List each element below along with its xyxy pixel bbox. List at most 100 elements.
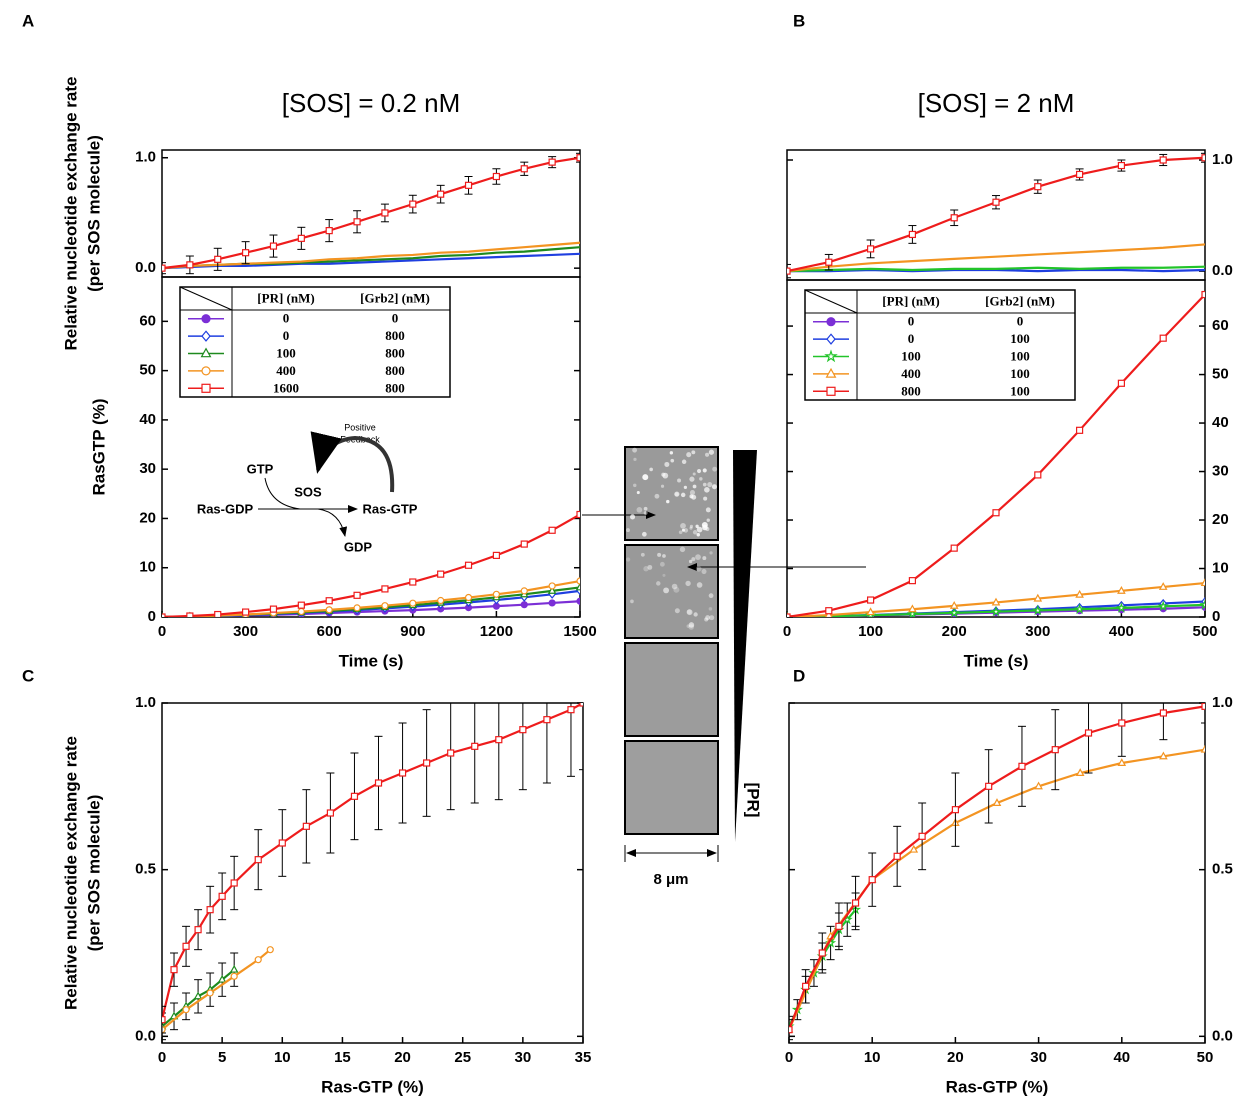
speckle bbox=[664, 461, 670, 467]
speckle bbox=[643, 566, 649, 572]
marker bbox=[1018, 762, 1026, 770]
marker bbox=[162, 264, 166, 272]
marker bbox=[353, 604, 361, 612]
speckle bbox=[626, 528, 630, 533]
table-cell: 100 bbox=[1010, 331, 1030, 346]
y-tick-label: 20 bbox=[139, 509, 156, 526]
speckle bbox=[657, 552, 662, 557]
speckle bbox=[704, 487, 710, 493]
series-line bbox=[162, 703, 583, 1020]
series-line bbox=[787, 268, 1205, 273]
marker bbox=[409, 200, 417, 208]
speckle bbox=[656, 581, 661, 586]
marker bbox=[1159, 334, 1167, 342]
speckle bbox=[633, 483, 637, 488]
speckle bbox=[630, 599, 634, 604]
diagram-label: Positive bbox=[344, 422, 376, 432]
microscopy: [PR] 8 μm bbox=[582, 446, 866, 888]
x-tick-label: 1200 bbox=[480, 623, 513, 640]
marker bbox=[230, 879, 238, 887]
arrow bbox=[264, 477, 301, 510]
y-tick-label: 10 bbox=[1212, 559, 1229, 576]
x-axis-label: Ras-GTP (%) bbox=[321, 1077, 424, 1096]
marker bbox=[992, 509, 1000, 517]
y-tick-label: 60 bbox=[139, 312, 156, 329]
speckle bbox=[689, 476, 695, 482]
y-tick-label: 0.0 bbox=[1212, 262, 1233, 279]
marker bbox=[948, 607, 960, 617]
marker bbox=[576, 154, 580, 162]
marker bbox=[423, 759, 431, 767]
marker bbox=[1159, 751, 1168, 760]
marker bbox=[1084, 729, 1093, 737]
marker bbox=[866, 245, 875, 253]
speckle bbox=[691, 494, 697, 500]
data-area bbox=[162, 703, 583, 1041]
marker bbox=[992, 198, 1000, 206]
speckle bbox=[703, 496, 708, 501]
marker bbox=[1201, 703, 1205, 710]
speckle bbox=[678, 530, 683, 535]
speckle bbox=[711, 484, 717, 490]
marker bbox=[325, 597, 333, 605]
table-cell: 0 bbox=[392, 311, 399, 326]
legend-marker bbox=[824, 349, 838, 363]
marker bbox=[214, 610, 222, 617]
marker bbox=[1074, 603, 1086, 614]
x-tick-label: 0 bbox=[785, 1049, 793, 1066]
speckle bbox=[705, 452, 710, 457]
marker bbox=[437, 596, 445, 605]
marker bbox=[206, 989, 214, 997]
table-cell: 100 bbox=[1010, 383, 1030, 398]
table-cell: 0 bbox=[1017, 314, 1024, 329]
legend-frame bbox=[179, 286, 451, 398]
plot-frame bbox=[161, 276, 581, 618]
x-tick-label: 30 bbox=[515, 1049, 532, 1066]
speckle bbox=[701, 521, 708, 528]
speckle bbox=[680, 523, 686, 529]
marker bbox=[802, 982, 810, 990]
panel-label: B bbox=[793, 11, 805, 30]
y-tick-label: 0.5 bbox=[135, 861, 156, 878]
marker bbox=[186, 261, 194, 269]
x-tick-label: 0 bbox=[158, 1049, 166, 1066]
marker bbox=[1118, 719, 1126, 727]
marker bbox=[381, 585, 389, 593]
speckle bbox=[695, 554, 701, 560]
legend-table: [PR] (nM) [Grb2] (nM) 0 0 0 800 100 800 400 800 16… bbox=[179, 286, 451, 398]
speckle bbox=[691, 557, 696, 562]
x-tick-label: 10 bbox=[274, 1049, 291, 1066]
speckle bbox=[647, 564, 653, 570]
speckle bbox=[696, 582, 703, 588]
y-tick-label: 0 bbox=[1212, 608, 1220, 625]
y-tick-label: 0.5 bbox=[1212, 861, 1233, 878]
speckle bbox=[673, 586, 680, 593]
data-area bbox=[789, 703, 1205, 1041]
image bbox=[624, 642, 719, 737]
legend-marker bbox=[826, 386, 836, 396]
marker bbox=[1117, 585, 1126, 594]
speckle bbox=[660, 484, 665, 488]
chart: 0 10 20 30 40 50 60 0 100 200 300 400 500 Time (s) [PR… bbox=[783, 279, 1229, 670]
speckle bbox=[699, 477, 703, 481]
speckle bbox=[686, 452, 692, 458]
x-tick-label: 300 bbox=[233, 623, 258, 640]
marker bbox=[893, 852, 901, 860]
table-rule bbox=[804, 289, 858, 314]
speckle bbox=[642, 474, 649, 481]
table-cell: 400 bbox=[276, 363, 296, 378]
table-rule bbox=[179, 286, 233, 311]
chart: 0.0 1.0 Relative nucleotide exchange rate(… bbox=[61, 77, 581, 351]
marker bbox=[437, 190, 445, 198]
marker bbox=[1158, 582, 1168, 590]
marker bbox=[162, 1016, 166, 1024]
marker bbox=[269, 242, 278, 250]
marker bbox=[409, 578, 417, 586]
speckle bbox=[661, 472, 666, 477]
speckle bbox=[696, 526, 703, 533]
y-tick-label: 30 bbox=[139, 460, 156, 477]
table-cell: 400 bbox=[901, 366, 921, 381]
y-axis-label: Relative nucleotide exchange rate bbox=[61, 736, 80, 1010]
scale-label: 8 μm bbox=[653, 871, 688, 888]
